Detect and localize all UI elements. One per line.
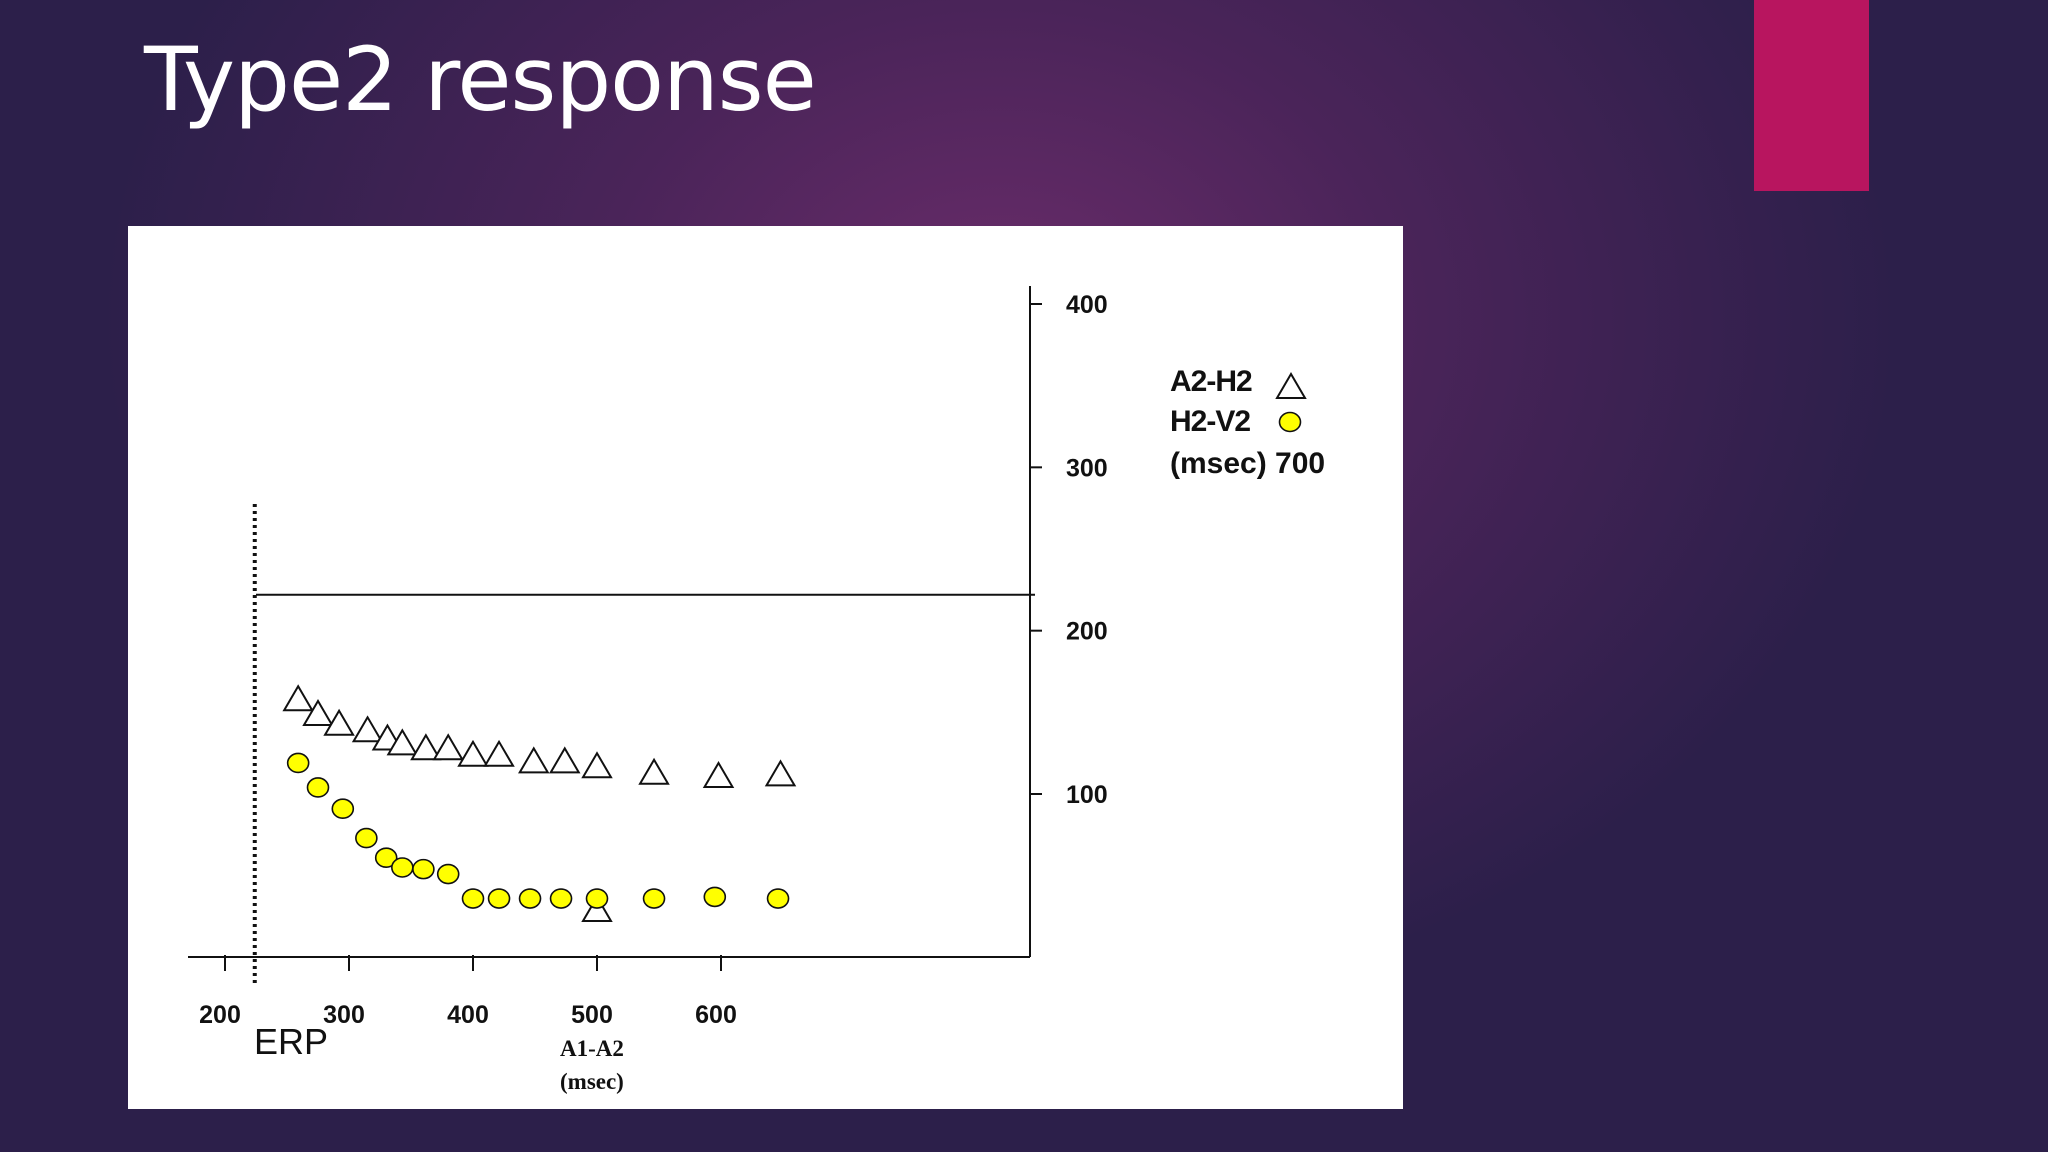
x-tick-label: 400 bbox=[447, 1001, 489, 1029]
legend-unit-label: (msec) 700 bbox=[1170, 447, 1325, 480]
a2-h2-point bbox=[483, 739, 515, 767]
h2-v2-point bbox=[391, 857, 414, 878]
y-tick-label: 200 bbox=[1066, 618, 1108, 646]
h2-v2-point bbox=[412, 858, 435, 880]
y-tick-label: 100 bbox=[1066, 781, 1108, 809]
h2-v2-point bbox=[355, 827, 378, 849]
h2-v2-point bbox=[703, 886, 727, 908]
x-axis-unit-label: (msec) bbox=[560, 1069, 624, 1094]
x-tick-label: 300 bbox=[323, 1001, 365, 1029]
chart-panel: 200 300 400 500 600 100 200 300 400 A1-A2 (msec) ER… bbox=[128, 226, 1403, 1109]
a2-h2-point bbox=[764, 759, 797, 787]
accent-bar bbox=[1754, 0, 1869, 191]
h2-v2-point bbox=[585, 888, 609, 909]
x-axis-label: A1-A2 bbox=[560, 1036, 624, 1061]
a2-h2-point bbox=[432, 733, 464, 761]
h2-v2-point bbox=[549, 888, 573, 909]
legend-triangle-marker bbox=[1275, 372, 1307, 399]
legend-label-a2-h2: A2-H2 bbox=[1170, 365, 1252, 398]
y-tick-label: 300 bbox=[1066, 454, 1108, 482]
y-tick-label: 400 bbox=[1066, 291, 1108, 319]
a2-h2-point bbox=[518, 746, 550, 774]
h2-v2-point bbox=[461, 888, 485, 909]
legend-circle-marker bbox=[1278, 411, 1302, 433]
h2-v2-point bbox=[518, 888, 542, 909]
slide-title: Type2 response bbox=[144, 28, 817, 131]
legend-label-h2-v2: H2-V2 bbox=[1170, 405, 1250, 438]
a2-h2-point bbox=[323, 708, 355, 736]
x-tick-label: 200 bbox=[199, 1001, 241, 1029]
h2-v2-point bbox=[374, 847, 398, 869]
a2-h2-point bbox=[302, 698, 334, 726]
scatter-chart: 200 300 400 500 600 100 200 300 400 A1-A2 (msec) ER… bbox=[188, 286, 1325, 1094]
a2-h2-point bbox=[581, 894, 613, 922]
h2-v2-point bbox=[286, 752, 310, 774]
a2-h2-point bbox=[410, 733, 442, 761]
a2-h2-point bbox=[386, 728, 419, 756]
h2-v2-point bbox=[766, 888, 790, 909]
a2-h2-point bbox=[351, 715, 384, 743]
a2-h2-point bbox=[702, 761, 735, 789]
x-tick-label: 500 bbox=[571, 1001, 613, 1029]
x-tick-label: 600 bbox=[695, 1001, 737, 1029]
h2-v2-point bbox=[436, 863, 460, 885]
erp-label: ERP bbox=[254, 1021, 328, 1062]
h2-v2-point bbox=[306, 777, 330, 798]
a2-h2-point bbox=[282, 684, 314, 712]
a2-h2-point bbox=[457, 739, 489, 767]
a2-h2-point bbox=[549, 746, 581, 774]
a2-h2-point bbox=[638, 757, 670, 785]
h2-v2-point bbox=[331, 798, 355, 820]
a2-h2-point bbox=[581, 751, 613, 779]
h2-v2-point bbox=[642, 888, 666, 909]
h2-v2-point bbox=[487, 888, 511, 909]
